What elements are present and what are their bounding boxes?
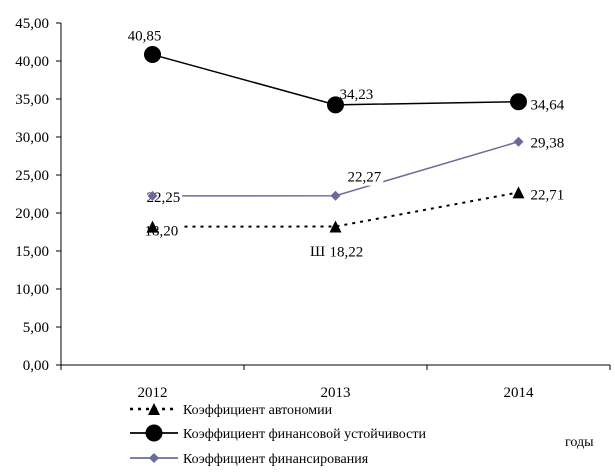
y-tick-label: 45,00 bbox=[15, 16, 49, 32]
legend-label: Коэффициент финансирования bbox=[183, 452, 369, 467]
data-label-bg bbox=[125, 27, 164, 45]
x-axis-title: годы bbox=[565, 435, 594, 450]
legend-label: Коэффициент автономии bbox=[183, 403, 333, 418]
data-label: 18,22 bbox=[330, 245, 364, 261]
markers bbox=[144, 46, 527, 233]
data-point bbox=[513, 136, 524, 147]
data-point bbox=[144, 46, 161, 64]
data-point bbox=[146, 220, 159, 233]
axes: 0,00 5,00 10,00 15,00 20,00 25,00 30,00 35,00 40… bbox=[15, 16, 611, 401]
data-label-bg bbox=[528, 96, 567, 114]
data-label-bg bbox=[528, 134, 567, 152]
legend: Коэффициент автономии Коэффициент финансо… bbox=[130, 403, 426, 467]
y-tick-label: 25,00 bbox=[15, 168, 49, 184]
y-tick-label: 5,00 bbox=[23, 320, 49, 336]
annotation-sha: Ш bbox=[310, 244, 325, 260]
data-label: 40,85 bbox=[128, 29, 162, 45]
y-tick-label: 35,00 bbox=[15, 92, 49, 108]
y-tick-label: 0,00 bbox=[23, 358, 49, 374]
data-labels: 18,2018,2222,7140,8534,2334,6422,2522,27… bbox=[128, 29, 565, 261]
x-tick-label: 2014 bbox=[504, 385, 535, 401]
y-tick-label: 40,00 bbox=[15, 54, 49, 70]
y-tick-label: 15,00 bbox=[15, 244, 49, 260]
data-label-bg bbox=[345, 168, 384, 186]
data-point bbox=[329, 220, 342, 233]
data-label-bg bbox=[327, 243, 366, 261]
data-label-bg bbox=[337, 85, 376, 103]
data-point bbox=[330, 190, 341, 201]
y-tick-label: 10,00 bbox=[15, 282, 49, 298]
data-label: 29,38 bbox=[531, 136, 565, 152]
data-label-bg bbox=[528, 186, 567, 204]
data-point bbox=[327, 96, 344, 114]
data-point bbox=[147, 190, 158, 201]
legend-marker bbox=[148, 403, 160, 415]
x-tick-label: 2013 bbox=[321, 385, 351, 401]
data-label: 22,71 bbox=[531, 187, 565, 203]
y-tick-label: 20,00 bbox=[15, 206, 49, 222]
legend-label: Коэффициент финансовой устойчивости bbox=[183, 427, 426, 442]
data-point bbox=[510, 93, 527, 111]
legend-marker bbox=[149, 453, 159, 463]
data-label: 34,64 bbox=[531, 98, 565, 114]
data-label: 34,23 bbox=[340, 87, 374, 103]
data-point bbox=[512, 186, 525, 199]
series-lines bbox=[152, 53, 519, 228]
series-line bbox=[152, 140, 519, 197]
data-label: 22,27 bbox=[348, 170, 382, 186]
legend-marker bbox=[145, 424, 163, 442]
y-tick-label: 30,00 bbox=[15, 130, 49, 146]
x-tick-label: 2012 bbox=[138, 385, 168, 401]
